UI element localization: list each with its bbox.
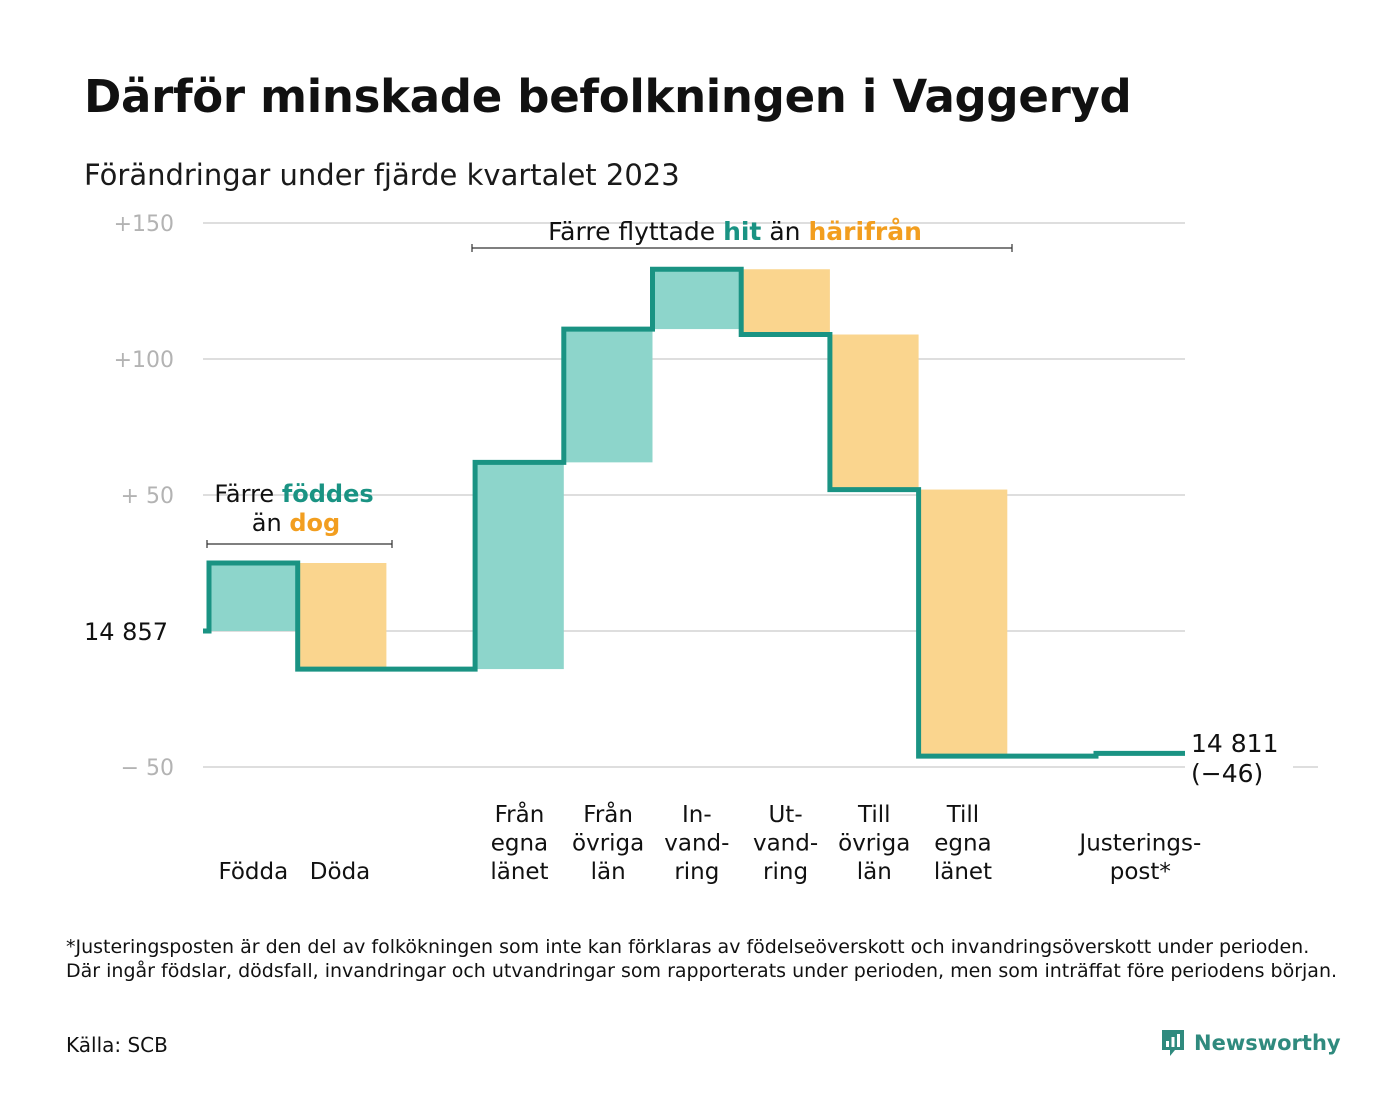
brand[interactable]: Newsworthy <box>1160 1028 1341 1058</box>
annotation-part: härifrån <box>808 217 921 246</box>
x-axis-label: In-vand-ring <box>664 802 729 885</box>
x-axis-label-line: egna <box>491 831 548 857</box>
x-axis-label: Från egna länet <box>490 800 548 885</box>
x-axis-label-line: Döda <box>310 859 370 885</box>
x-axis-label-line: Från <box>583 800 633 828</box>
bar <box>918 489 1008 757</box>
bar <box>297 563 387 670</box>
x-axis-label: Döda <box>310 859 370 885</box>
x-axis-label: Från övriga län <box>572 800 644 885</box>
x-axis-label-line: övriga <box>572 831 644 857</box>
x-axis-label-line: län <box>857 859 892 885</box>
bar <box>741 269 830 335</box>
x-axis-label-line: övriga <box>838 831 910 857</box>
chart-subtitle: Förändringar under fjärde kvartalet 2023 <box>84 158 680 192</box>
x-axis-label-line: vand- <box>664 831 729 857</box>
bar <box>829 334 919 490</box>
x-axis-label-line: ring <box>674 859 719 885</box>
x-axis-label-line: post* <box>1110 859 1171 885</box>
annotation-part: föddes <box>282 480 374 508</box>
start-value-label: 14 857 <box>84 618 168 646</box>
x-axis-label-line: län <box>591 859 626 885</box>
end-value-label-line: 14 811 <box>1191 729 1278 758</box>
x-axis-label-line: Till <box>946 802 980 828</box>
source-label: Källa: SCB <box>66 1033 168 1057</box>
y-tick-label: − 50 <box>121 756 174 781</box>
x-axis-label-line: Till <box>857 802 891 828</box>
bars <box>209 269 1008 757</box>
newsworthy-logo-icon <box>1162 1030 1184 1056</box>
x-axis-label: Justerings-post* <box>1077 831 1201 886</box>
x-axis-label-line: Ut- <box>768 802 802 828</box>
x-axis-label-line: Födda <box>218 859 288 885</box>
x-axis-label: Till övriga län <box>838 802 910 885</box>
annotation-part: hit <box>723 217 761 246</box>
end-value-label: 14 811 (−46) <box>1191 729 1278 788</box>
y-tick-label: + 50 <box>121 484 174 509</box>
bar <box>563 329 653 463</box>
annotation-part: Färre flyttade <box>548 217 723 246</box>
step-line-path <box>203 266 1185 759</box>
annotation-part: än <box>252 509 290 537</box>
x-axis-label-line: länet <box>490 859 548 885</box>
x-axis-label-line: Justerings- <box>1077 831 1201 857</box>
x-axis-label-line: Från <box>495 800 545 828</box>
chart-title: Därför minskade befolkningen i Vaggeryd <box>84 70 1132 123</box>
x-axis-label-line: ring <box>763 859 808 885</box>
annotation-part: dog <box>289 509 340 537</box>
bar <box>475 462 564 670</box>
end-value-label-line: (−46) <box>1191 759 1263 788</box>
x-axis-label: Till egna länet <box>934 802 992 885</box>
footnote: *Justeringsposten är den del av folkökni… <box>66 936 1338 982</box>
y-tick-label: +150 <box>114 212 174 237</box>
x-axis-label-line: egna <box>934 831 991 857</box>
step-line <box>203 266 1185 759</box>
annotation-part: än <box>761 217 808 246</box>
annotation-births-line1: Färre föddes <box>214 480 373 508</box>
x-axis-label-line: länet <box>934 859 992 885</box>
x-axis-label: Ut-vand-ring <box>753 802 818 885</box>
endpoint-labels: 14 857 14 811 (−46) <box>84 618 1278 788</box>
y-axis-labels: +150 +100 + 50 − 50 <box>114 212 174 781</box>
annotation-migration: Färre flyttade hit än härifrån <box>548 217 922 246</box>
brand-name: Newsworthy <box>1194 1031 1341 1055</box>
bar <box>209 563 298 631</box>
x-axis-label-line: vand- <box>753 831 818 857</box>
x-axis-label: Födda <box>218 859 288 885</box>
x-axis-label-line: In- <box>682 802 712 828</box>
y-tick-label: +100 <box>114 348 174 373</box>
bar <box>652 269 742 330</box>
annotation-part: Färre <box>214 480 282 508</box>
annotation-births-line2: än dog <box>252 509 340 537</box>
